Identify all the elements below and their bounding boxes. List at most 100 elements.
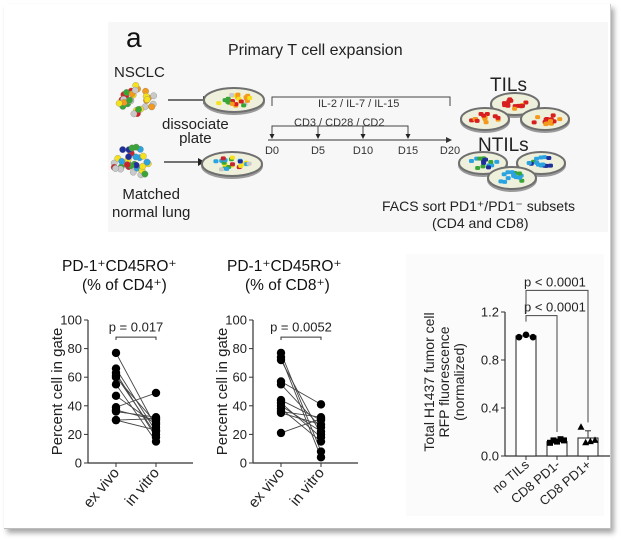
pair-line bbox=[115, 384, 157, 442]
pair-line bbox=[115, 419, 157, 431]
stim-arrowhead bbox=[315, 134, 321, 139]
comparison-label: p < 0.0001 bbox=[524, 274, 586, 289]
cell bbox=[139, 162, 147, 170]
cell bbox=[534, 156, 540, 161]
bar-no-tils bbox=[515, 335, 537, 457]
cytokine-bracket bbox=[271, 96, 451, 106]
cell bbox=[488, 159, 494, 164]
y-tick-label: 60 bbox=[233, 370, 247, 385]
cell bbox=[112, 165, 119, 172]
cell bbox=[511, 173, 517, 178]
cell bbox=[540, 162, 546, 167]
ntil-dish-2 bbox=[516, 151, 566, 177]
data-point-ex-vivo bbox=[276, 355, 286, 365]
stim-arrowhead bbox=[269, 134, 275, 139]
stim-arrowhead bbox=[360, 134, 366, 139]
normal-cell-cluster bbox=[110, 143, 152, 179]
cell bbox=[519, 178, 525, 183]
label-matched: Matched bbox=[122, 186, 180, 203]
significance-bracket bbox=[115, 336, 157, 341]
pair-line bbox=[280, 412, 322, 425]
cell bbox=[547, 119, 553, 124]
y-tick-label: 40 bbox=[233, 398, 247, 413]
cell bbox=[233, 102, 239, 107]
label-dissociate-plate: dissociate plate bbox=[162, 117, 229, 146]
cell bbox=[550, 113, 556, 118]
cell bbox=[224, 166, 230, 171]
cell bbox=[225, 96, 231, 101]
y-tick-label: 20 bbox=[233, 427, 247, 442]
ntil-dish-3 bbox=[487, 166, 537, 192]
dish-rim bbox=[490, 92, 540, 116]
cell bbox=[141, 170, 149, 178]
cell bbox=[505, 176, 511, 181]
cell bbox=[501, 172, 507, 177]
y-tick-label: 0 bbox=[240, 456, 247, 471]
significance-bracket bbox=[280, 336, 322, 341]
data-point bbox=[515, 333, 523, 341]
data-point-ex-vivo bbox=[276, 380, 286, 389]
data-point bbox=[550, 437, 557, 444]
pair-line bbox=[280, 381, 322, 405]
cell bbox=[523, 100, 529, 105]
cell bbox=[505, 102, 511, 107]
cell bbox=[131, 86, 139, 94]
y-tick-label: 0 bbox=[75, 456, 82, 471]
label-ntils: NTILs bbox=[478, 135, 529, 156]
pair-line bbox=[115, 375, 157, 435]
y-axis-label-line3: (normalized) bbox=[451, 343, 467, 421]
tumor-dish bbox=[203, 87, 265, 115]
timeline: D0 D5 D10 D15 D20 bbox=[164, 96, 460, 166]
pair-line bbox=[115, 418, 157, 421]
cell bbox=[534, 160, 540, 165]
cell bbox=[544, 121, 550, 126]
pair-line bbox=[280, 402, 322, 438]
cell bbox=[238, 163, 244, 168]
x-tick-label-ex-vivo: ex vivo bbox=[245, 465, 288, 512]
timeline-day-d10: D10 bbox=[353, 145, 373, 157]
pair-line bbox=[280, 418, 322, 434]
pair-line bbox=[280, 357, 322, 458]
cell bbox=[125, 153, 132, 161]
pair-line bbox=[115, 395, 157, 425]
data-point bbox=[577, 423, 585, 430]
cell bbox=[477, 156, 483, 161]
label-normal-lung: normal lung bbox=[112, 204, 191, 221]
y-tick-label: 100 bbox=[225, 313, 247, 328]
cell bbox=[544, 116, 550, 121]
y-tick-label: 40 bbox=[68, 398, 82, 413]
data-point bbox=[522, 331, 530, 339]
chart-cd8-title-line1: PD-1⁺CD45RO⁺ bbox=[227, 258, 342, 275]
cell bbox=[230, 162, 236, 167]
cell bbox=[229, 155, 235, 160]
data-point-ex-vivo bbox=[276, 407, 286, 416]
cell bbox=[126, 96, 133, 104]
stim-arrowhead bbox=[405, 134, 411, 139]
cell bbox=[512, 106, 518, 111]
y-axis-label: Percent cell in gate bbox=[49, 328, 66, 456]
chart-cd4: PD-1⁺CD45RO⁺ (% of CD4⁺) bbox=[20, 252, 200, 532]
label-nsclc: NSCLC bbox=[114, 64, 165, 81]
cell bbox=[508, 98, 514, 103]
timeline-arrowhead bbox=[446, 137, 452, 143]
y-axis-label-line2: RFP fluorescence bbox=[436, 326, 452, 437]
diagram-title: Primary T cell expansion bbox=[228, 42, 403, 59]
normal-dish bbox=[201, 151, 263, 179]
y-axis-label: Percent cell in gate bbox=[214, 328, 231, 456]
data-point-ex-vivo bbox=[111, 407, 121, 416]
x-tick-label-in-vitro: in vitro bbox=[287, 465, 328, 510]
pair-line bbox=[280, 411, 322, 418]
cell bbox=[150, 92, 157, 100]
cell bbox=[218, 167, 224, 172]
dish-rim bbox=[487, 166, 537, 190]
comparison-bracket bbox=[525, 289, 589, 423]
data-point-in-vitro bbox=[151, 388, 161, 398]
y-tick-label: 0.4 bbox=[481, 401, 499, 416]
cell bbox=[216, 101, 222, 106]
label-matched-normal-lung: Matched normal lung bbox=[112, 186, 190, 222]
x-tick-label-in-vitro: in vitro bbox=[122, 465, 163, 510]
cell bbox=[220, 156, 226, 161]
label-tils: TILs bbox=[490, 75, 527, 96]
p-value-label: p = 0.0052 bbox=[270, 319, 332, 334]
